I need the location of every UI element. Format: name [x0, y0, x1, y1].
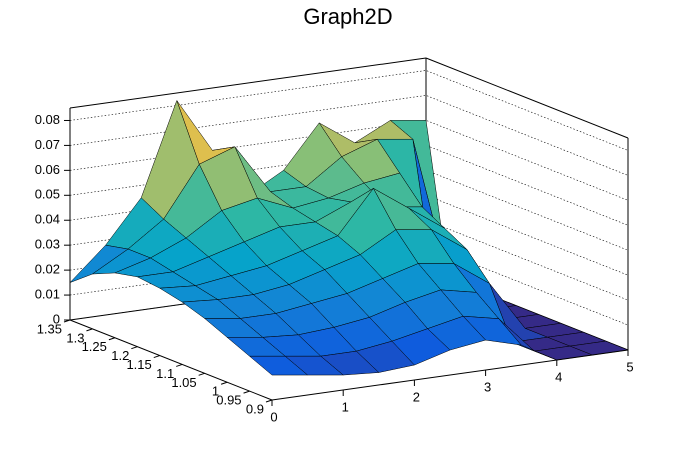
grid-line [69, 70, 629, 151]
y-tick [131, 346, 138, 350]
y-tick [198, 372, 205, 376]
y-tick [220, 381, 228, 385]
y-tick-label: 1.35 [37, 321, 62, 336]
y-tick-label: 1.25 [82, 339, 107, 354]
y-tick-label: 0.9 [246, 401, 264, 416]
y-tick-label: 1.05 [171, 375, 196, 390]
y-tick [176, 363, 183, 367]
z-tick-label: 0.04 [35, 212, 60, 227]
y-tick-label: 1.2 [111, 348, 129, 363]
x-tick-label: 3 [484, 379, 491, 394]
surface-cell [249, 355, 308, 376]
y-axis [69, 319, 273, 401]
y-tick-label: 1.15 [126, 357, 151, 372]
z-tick-label: 0.08 [35, 112, 60, 127]
y-tick [108, 337, 116, 341]
z-tick-label: 0 [53, 311, 60, 326]
z-tick-label: 0.07 [35, 137, 60, 152]
z-tick-label: 0.05 [35, 187, 60, 202]
x-tick-label: 2 [413, 389, 420, 404]
box-edge [425, 57, 629, 139]
y-tick-label: 1.1 [156, 366, 174, 381]
x-axis [271, 349, 629, 401]
y-tick-label: 1 [212, 384, 219, 399]
x-tick-label: 4 [555, 369, 562, 384]
z-tick-label: 0.01 [35, 286, 60, 301]
y-tick-label: 1.3 [66, 330, 84, 345]
y-tick [86, 328, 93, 332]
x-tick-label: 1 [342, 399, 349, 414]
z-tick-label: 0.06 [35, 162, 60, 177]
y-tick [265, 399, 273, 403]
y-tick-label: 0.95 [216, 393, 241, 408]
x-tick-label: 0 [270, 409, 277, 424]
y-tick [63, 319, 71, 323]
z-tick-label: 0.03 [35, 237, 60, 252]
chart-title: Graph2D [303, 4, 392, 29]
x-tick-label: 5 [626, 359, 633, 374]
z-tick-label: 0.02 [35, 262, 60, 277]
y-tick [153, 355, 160, 359]
box-edge [69, 57, 427, 109]
y-tick [243, 390, 250, 394]
